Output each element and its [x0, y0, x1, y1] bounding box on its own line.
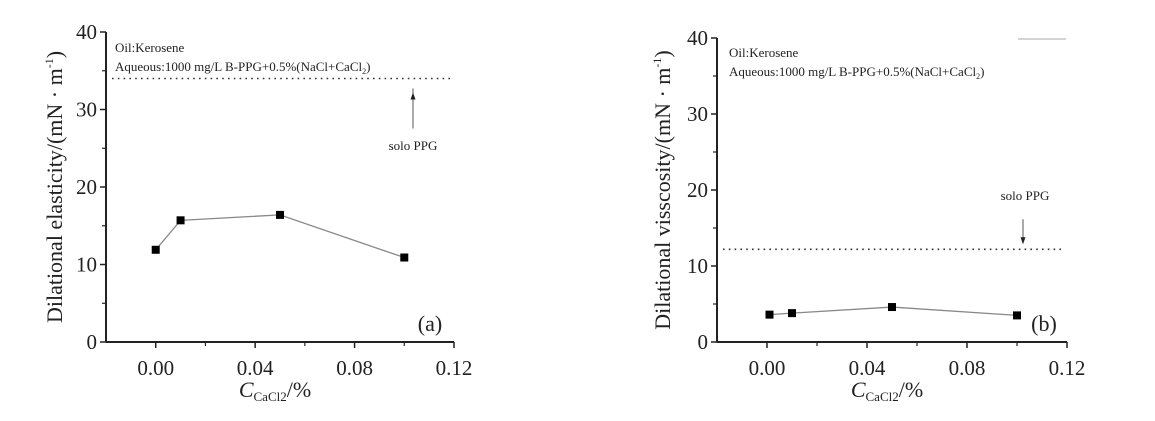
chart-panel-a: 0 10 20 30 40 0.00 0.04 0.08 0.12 CCaCl2/% Dilatio…	[42, 20, 472, 404]
reference-label: solo PPG	[1001, 188, 1050, 203]
arrow-head-icon	[1020, 237, 1026, 245]
annotation-oil: Oil:Kerosene	[729, 45, 799, 60]
panel-label: (b)	[1031, 311, 1057, 336]
data-point	[888, 303, 896, 312]
x-tick-label: 0.04	[237, 356, 274, 380]
y-tick-label: 40	[687, 26, 708, 50]
x-tick-label: 0.08	[336, 356, 373, 380]
x-tick-label: 0.00	[749, 356, 786, 380]
y-label-close: )	[42, 51, 67, 58]
data-point	[1013, 311, 1021, 320]
y-label-main: Dilational visscosity/(mN · m	[650, 68, 675, 330]
x-tick-label: 0.08	[949, 356, 986, 380]
annotation-oil: Oil:Kerosene	[115, 40, 185, 55]
annotation-sub: 2	[362, 67, 366, 76]
y-tick-label: 30	[76, 98, 97, 122]
x-label-sub: CaCl2	[866, 389, 899, 404]
annotation-close: )	[366, 59, 370, 74]
x-axis-label: CCaCl2/%	[851, 377, 923, 404]
reference-label: solo PPG	[389, 138, 438, 153]
x-tick-label: 0.12	[436, 356, 473, 380]
x-tick-label: 0.04	[849, 356, 886, 380]
x-axis-label: CCaCl2/%	[239, 377, 311, 404]
y-tick-label: 20	[76, 175, 97, 199]
arrow-head-icon	[410, 92, 416, 100]
y-tick-label: 0	[698, 330, 709, 354]
x-label-sub: CaCl2	[254, 389, 287, 404]
y-tick-label: 40	[76, 20, 97, 44]
data-point	[276, 210, 284, 219]
y-tick-label: 0	[87, 330, 98, 354]
y-label-main: Dilational elasticity/(mN · m	[42, 68, 67, 323]
panel-label: (a)	[418, 311, 442, 336]
y-tick-label: 20	[687, 178, 708, 202]
annotation-aqueous: Aqueous:1000 mg/L B-PPG+0.5%(NaCl+CaCl2)	[115, 59, 370, 76]
data-point	[400, 253, 409, 262]
data-point	[765, 310, 774, 319]
data-point	[788, 309, 796, 318]
x-tick-label: 0.00	[137, 356, 174, 380]
chart-panel-b: 0 10 20 30 40 0.00 0.04 0.08 0.12 CCaCl2/% Dilatio…	[650, 26, 1085, 404]
annotation-sub: 2	[976, 72, 980, 81]
y-tick-label: 30	[687, 102, 708, 126]
annotation-aqueous-main: Aqueous:1000 mg/L B-PPG+0.5%(NaCl+CaCl	[729, 64, 976, 79]
y-label-close: )	[650, 50, 675, 57]
x-label-suffix: /%	[287, 377, 311, 402]
data-point	[176, 216, 185, 225]
annotation-close: )	[980, 64, 984, 79]
x-label-main: C	[239, 377, 254, 402]
y-tick-label: 10	[76, 253, 97, 277]
series-line	[769, 306, 1018, 317]
y-axis-label: Dilational elasticity/(mN · m-1)	[42, 51, 67, 323]
annotation-aqueous: Aqueous:1000 mg/L B-PPG+0.5%(NaCl+CaCl2)	[729, 64, 984, 81]
y-tick-label: 10	[687, 254, 708, 278]
y-axis-label: Dilational visscosity/(mN · m-1)	[650, 50, 675, 329]
y-label-sup: -1	[650, 58, 664, 68]
x-label-suffix: /%	[899, 377, 923, 402]
x-tick-label: 0.12	[1049, 356, 1086, 380]
y-label-sup: -1	[42, 58, 56, 68]
series-line	[155, 214, 405, 259]
annotation-aqueous-main: Aqueous:1000 mg/L B-PPG+0.5%(NaCl+CaCl	[115, 59, 362, 74]
data-point	[151, 245, 160, 254]
x-label-main: C	[851, 377, 866, 402]
